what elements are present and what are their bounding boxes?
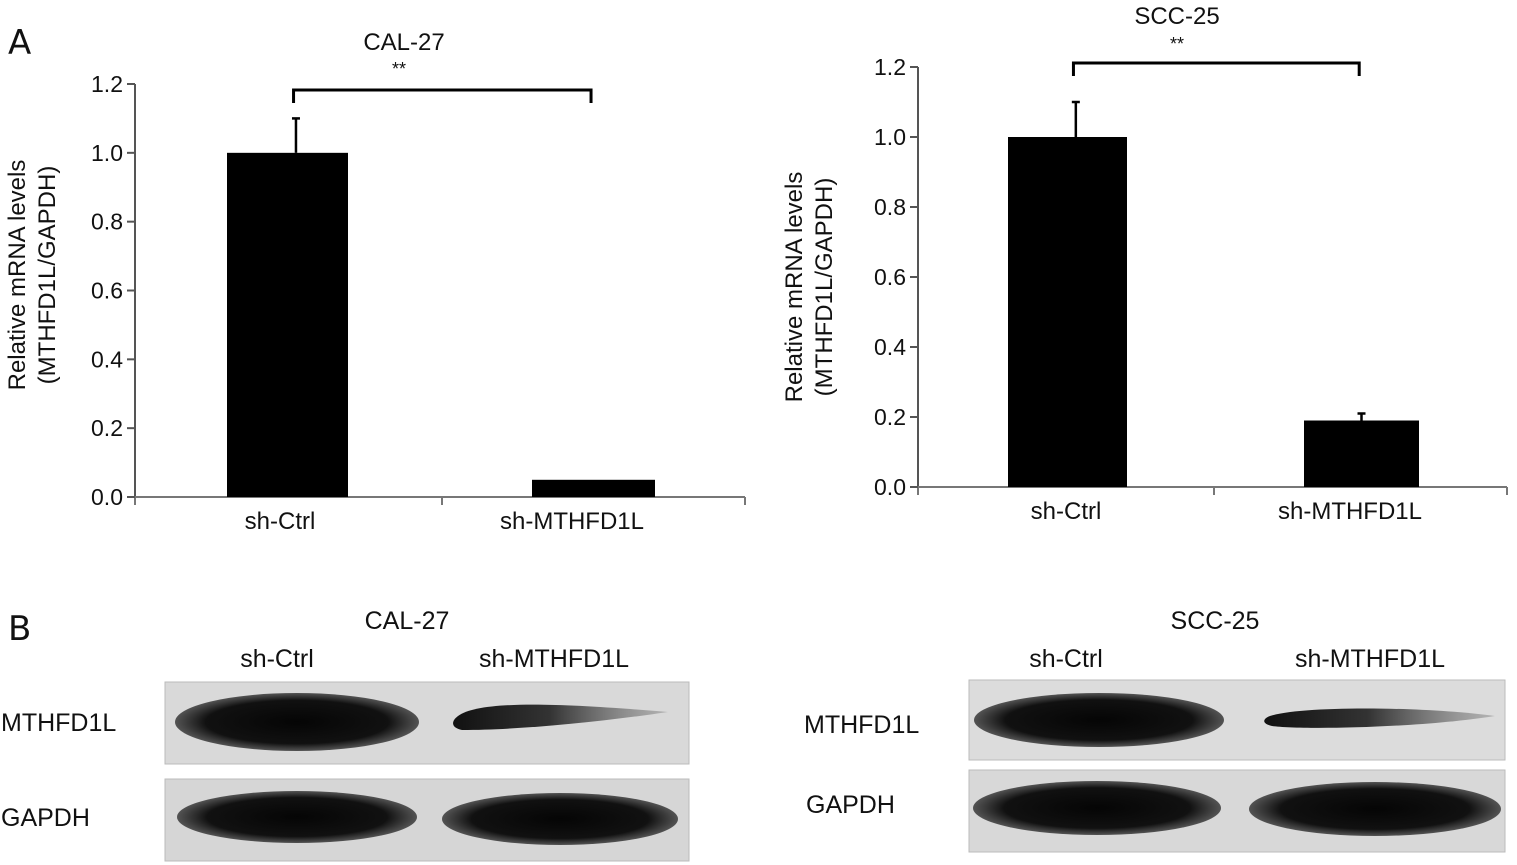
blot-column-label: sh-Ctrl — [240, 645, 314, 673]
chart-axes: 0.0 0.2 0.4 0.6 0.8 1.0 1.2 — [874, 54, 1508, 500]
y-tick-label: 0.0 — [91, 484, 123, 510]
blot-column-label: sh-MTHFD1L — [479, 645, 629, 673]
y-tick-label: 1.2 — [91, 71, 123, 97]
blot-band-mthfd1l-shctrl — [974, 693, 1224, 747]
blot-row-label: MTHFD1L — [1, 709, 116, 737]
y-tick-label: 0.4 — [874, 334, 906, 360]
y-tick-label: 1.2 — [874, 54, 906, 80]
chart-bars: sh-Ctrl sh-MTHFD1L — [1008, 100, 1422, 525]
y-tick-label: 1.0 — [91, 140, 123, 166]
blot-band-mthfd1l-shmthfd1l — [453, 704, 668, 730]
y-axis-label-line1: Relative mRNA levels — [4, 160, 31, 391]
significance-marker: ** — [1170, 34, 1184, 54]
chart-bars: sh-Ctrl sh-MTHFD1L — [227, 117, 655, 535]
blot-band-gapdh-shmthfd1l — [1249, 782, 1501, 836]
y-tick-label: 1.0 — [874, 124, 906, 150]
y-tick-label: 0.2 — [91, 415, 123, 441]
x-category-label: sh-Ctrl — [245, 508, 316, 535]
y-tick-label: 0.6 — [91, 278, 123, 304]
y-tick-label: 0.6 — [874, 264, 906, 290]
x-category-label: sh-MTHFD1L — [500, 508, 644, 535]
y-tick-label: 0.2 — [874, 404, 906, 430]
blot-row-label: GAPDH — [1, 804, 90, 832]
y-axis-label-line2: (MTHFD1L/GAPDH) — [34, 166, 61, 385]
bar-chart-scc25: SCC-25 Relative mRNA levels (MTHFD1L/GAP… — [781, 3, 1508, 525]
blot-band-gapdh-shctrl — [177, 791, 417, 843]
bar — [532, 479, 655, 497]
bar — [1008, 137, 1127, 487]
blot-band-gapdh-shmthfd1l — [442, 793, 678, 845]
bar — [1304, 420, 1419, 487]
bar — [227, 152, 348, 498]
y-tick-label: 0.4 — [91, 346, 123, 372]
y-axis-label-line1: Relative mRNA levels — [781, 172, 808, 403]
chart-title: SCC-25 — [1134, 3, 1219, 30]
panel-b-label: B — [8, 609, 31, 649]
y-tick-label: 0.0 — [874, 474, 906, 500]
bar-chart-cal27: CAL-27 Relative mRNA levels (MTHFD1L/GAP… — [4, 29, 746, 535]
significance-marker: ** — [392, 59, 406, 79]
x-category-label: sh-Ctrl — [1031, 498, 1102, 525]
blot-band-mthfd1l-shmthfd1l — [1264, 708, 1495, 728]
significance-bracket-line — [1071, 61, 1361, 76]
blot-title: SCC-25 — [1171, 607, 1260, 635]
y-axis-label-line2: (MTHFD1L/GAPDH) — [811, 178, 838, 397]
significance-bracket: ** — [1071, 34, 1361, 76]
significance-bracket: ** — [292, 59, 593, 103]
blot-column-label: sh-MTHFD1L — [1295, 645, 1445, 673]
blot-column-label: sh-Ctrl — [1029, 645, 1103, 673]
significance-bracket-line — [292, 88, 593, 103]
blot-title: CAL-27 — [365, 607, 450, 635]
chart-title: CAL-27 — [363, 29, 444, 56]
panel-a-label: A — [8, 23, 31, 63]
y-tick-label: 0.8 — [91, 209, 123, 235]
blot-band-gapdh-shctrl — [973, 781, 1221, 835]
y-tick-label: 0.8 — [874, 194, 906, 220]
blot-row-label: MTHFD1L — [804, 711, 919, 739]
x-category-label: sh-MTHFD1L — [1278, 498, 1422, 525]
blot-row-label: GAPDH — [806, 791, 895, 819]
western-blot-scc25: SCC-25 sh-Ctrl sh-MTHFD1L MTHFD1L GAPDH — [804, 607, 1506, 853]
blot-band-mthfd1l-shctrl — [175, 693, 419, 751]
chart-axes: 0.0 0.2 0.4 0.6 0.8 1.0 1.2 — [91, 71, 746, 510]
western-blot-cal27: CAL-27 sh-Ctrl sh-MTHFD1L MTHFD1L GAPDH — [1, 607, 690, 862]
